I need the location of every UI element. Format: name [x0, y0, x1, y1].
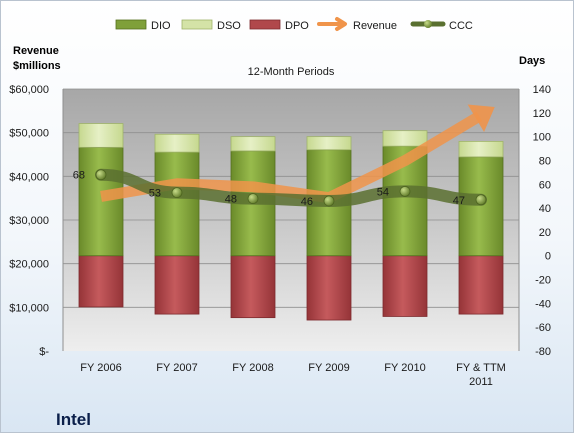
- ccc-point: [172, 188, 182, 198]
- legend-label-revenue: Revenue: [353, 20, 397, 32]
- legend: DIO DSO DPO Revenue CCC: [116, 19, 473, 32]
- legend-label-dpo: DPO: [285, 20, 309, 32]
- ccc-data-label: 46: [301, 196, 313, 208]
- right-axis-title: Days: [519, 55, 545, 67]
- bar-dso: [459, 141, 503, 156]
- right-tick-label: 40: [539, 203, 551, 215]
- ccc-point: [476, 195, 486, 205]
- ccc-point: [248, 194, 258, 204]
- bar-dpo: [231, 256, 275, 318]
- bar-dso: [307, 137, 351, 150]
- company-name: Intel: [56, 410, 91, 429]
- legend-swatch-dso: [182, 20, 212, 29]
- left-tick-label: $10,000: [9, 302, 49, 314]
- right-tick-label: -60: [535, 322, 551, 334]
- right-tick-label: 60: [539, 179, 551, 191]
- legend-swatch-dio: [116, 20, 146, 29]
- chart-subtitle: 12-Month Periods: [248, 66, 335, 78]
- x-tick-label: FY 2009: [308, 362, 349, 374]
- right-tick-label: 80: [539, 155, 551, 167]
- left-tick-label: $50,000: [9, 128, 49, 140]
- right-tick-label: -20: [535, 275, 551, 287]
- right-tick-label: 0: [545, 251, 551, 263]
- bar-dso: [231, 137, 275, 151]
- legend-label-dso: DSO: [217, 20, 241, 32]
- x-tick-label: FY 2007: [156, 362, 197, 374]
- bar-dso: [155, 134, 199, 152]
- bar-dpo: [155, 256, 199, 314]
- ccc-data-label: 48: [225, 194, 237, 206]
- right-tick-label: 120: [533, 108, 551, 120]
- left-axis-title-line1: Revenue: [13, 45, 59, 57]
- x-axis: FY 2006 FY 2007 FY 2008 FY 2009 FY 2010 FY & …: [80, 362, 506, 388]
- right-tick-label: -40: [535, 298, 551, 310]
- bar-dpo: [79, 256, 123, 307]
- bar-dpo: [307, 256, 351, 320]
- ccc-data-label: 54: [377, 186, 389, 198]
- legend-dot-ccc: [424, 20, 432, 28]
- left-axis: $- $10,000 $20,000 $30,000 $40,000 $50,000 $60…: [9, 84, 49, 358]
- legend-label-dio: DIO: [151, 20, 171, 32]
- right-tick-label: -80: [535, 346, 551, 358]
- ccc-data-label: 47: [453, 195, 465, 207]
- x-tick-label: FY 2008: [232, 362, 273, 374]
- right-tick-label: 140: [533, 84, 551, 96]
- ccc-data-label: 53: [149, 188, 161, 200]
- legend-label-ccc: CCC: [449, 20, 473, 32]
- ccc-point: [324, 196, 334, 206]
- x-tick-label: FY 2010: [384, 362, 425, 374]
- bar-dso: [79, 124, 123, 148]
- ccc-point: [96, 170, 106, 180]
- bar-dio: [155, 152, 199, 256]
- bar-dio: [459, 157, 503, 256]
- left-axis-title-line2: $millions: [13, 60, 61, 72]
- left-tick-label: $-: [39, 346, 49, 358]
- legend-swatch-dpo: [250, 20, 280, 29]
- bar-dio: [79, 147, 123, 255]
- right-axis: -80 -60 -40 -20 0 20 40 60 80 100 120 140: [533, 84, 551, 358]
- right-tick-label: 100: [533, 132, 551, 144]
- bar-dso: [383, 131, 427, 146]
- ccc-point: [400, 186, 410, 196]
- left-tick-label: $40,000: [9, 171, 49, 183]
- bar-dpo: [383, 256, 427, 317]
- ccc-data-label: 68: [73, 170, 85, 182]
- x-tick-label: FY 2006: [80, 362, 121, 374]
- left-tick-label: $20,000: [9, 259, 49, 271]
- bar-dpo: [459, 256, 503, 314]
- legend-arrow-revenue: [319, 19, 345, 29]
- left-tick-label: $60,000: [9, 84, 49, 96]
- right-tick-label: 20: [539, 227, 551, 239]
- left-tick-label: $30,000: [9, 215, 49, 227]
